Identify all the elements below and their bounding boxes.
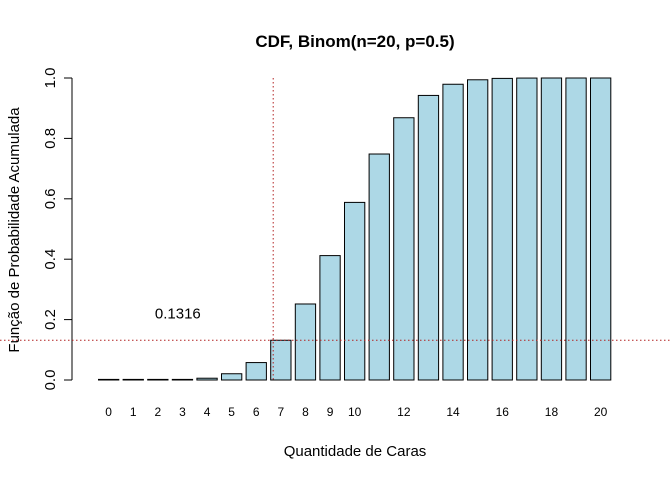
bar-18 (540, 77, 563, 381)
bar-13 (417, 94, 440, 381)
y-tick-label: 0.0 (42, 370, 59, 391)
bar-4 (196, 377, 218, 381)
y-tick-label: 0.6 (42, 188, 59, 209)
x-tick-label: 7 (278, 405, 285, 419)
y-axis: 0.0 0.2 0.4 0.6 0.8 1.0 (42, 68, 73, 391)
bar-0 (98, 378, 120, 381)
bar-19 (565, 77, 587, 381)
bar-3 (171, 378, 194, 381)
annotation-value: 0.1316 (155, 306, 201, 323)
bar-5 (221, 373, 243, 381)
y-axis-label: Função de Probabilidade Acumulada (6, 107, 23, 353)
y-tick-label: 1.0 (42, 68, 59, 89)
x-tick-label: 3 (179, 405, 186, 419)
bar-6 (245, 362, 267, 381)
chart-title: CDF, Binom(n=20, p=0.5) (255, 32, 454, 51)
x-tick-label: 16 (496, 405, 510, 419)
bars (98, 77, 612, 381)
x-tick-label: 1 (130, 405, 137, 419)
bar-11 (368, 153, 390, 381)
reference-lines (0, 78, 672, 380)
x-tick-label: 9 (327, 405, 334, 419)
x-tick-label: 18 (545, 405, 559, 419)
bar-10 (344, 201, 366, 381)
bar-20 (590, 77, 612, 381)
x-tick-label: 8 (302, 405, 309, 419)
x-tick-label: 10 (348, 405, 362, 419)
y-tick-label: 0.8 (42, 128, 59, 149)
bar-1 (122, 378, 144, 381)
bar-16 (491, 77, 513, 381)
y-tick-label: 0.2 (42, 309, 59, 330)
bar-12 (393, 117, 415, 381)
bar-7 (270, 339, 292, 381)
x-tick-label: 2 (155, 405, 162, 419)
x-tick-label: 4 (204, 405, 211, 419)
bar-9 (319, 255, 341, 381)
bar-17 (516, 77, 538, 381)
x-tick-label: 5 (228, 405, 235, 419)
bar-14 (442, 83, 464, 381)
x-tick-label: 12 (397, 405, 411, 419)
bar-2 (147, 378, 169, 381)
x-tick-label: 14 (446, 405, 460, 419)
x-axis-label: Quantidade de Caras (284, 443, 427, 460)
x-tick-label: 20 (594, 405, 608, 419)
x-tick-label: 6 (253, 405, 260, 419)
bar-15 (467, 79, 489, 381)
x-tick-label: 0 (105, 405, 112, 419)
y-tick-label: 0.4 (42, 249, 59, 270)
x-axis-ticks: 0 1 2 3 4 5 6 7 8 9 10 12 14 16 18 20 (105, 405, 607, 419)
bar-8 (294, 303, 317, 381)
